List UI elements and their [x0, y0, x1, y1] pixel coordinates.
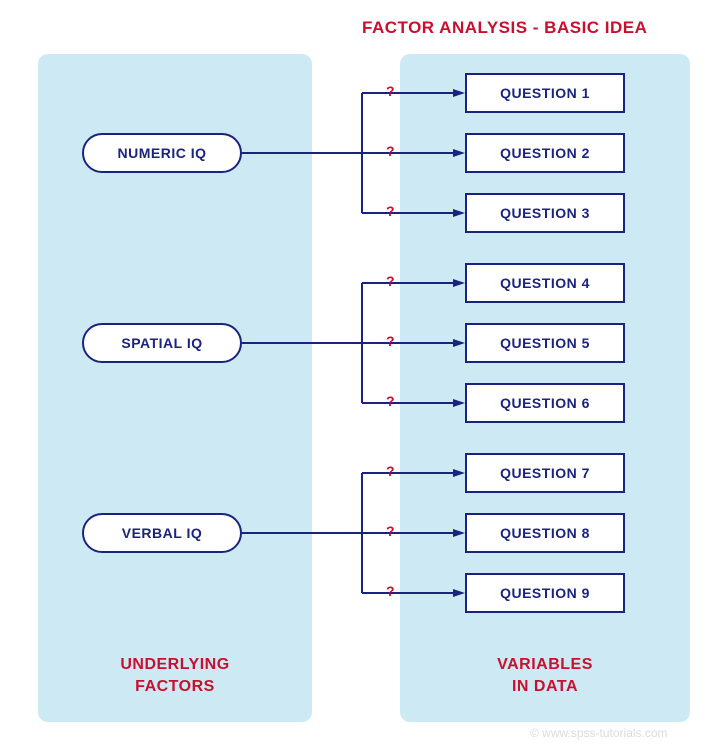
panel-label-line: VARIABLES	[497, 656, 593, 673]
question-node: QUESTION 3	[465, 193, 625, 233]
factor-node: NUMERIC IQ	[82, 133, 242, 173]
factor-node-label: NUMERIC IQ	[118, 145, 207, 161]
edge-weight-label: ?	[386, 463, 395, 479]
watermark-text: © www.spss-tutorials.com	[530, 726, 668, 740]
panel-label-line: IN DATA	[512, 678, 578, 695]
edge-weight-label: ?	[386, 273, 395, 289]
question-node: QUESTION 8	[465, 513, 625, 553]
edge-weight-label: ?	[386, 83, 395, 99]
edge-weight-label: ?	[386, 333, 395, 349]
question-node-label: QUESTION 9	[500, 585, 590, 601]
question-node: QUESTION 9	[465, 573, 625, 613]
question-node: QUESTION 6	[465, 383, 625, 423]
edge-weight-label: ?	[386, 393, 395, 409]
question-node-label: QUESTION 5	[500, 335, 590, 351]
question-node-label: QUESTION 7	[500, 465, 590, 481]
edge-weight-label: ?	[386, 203, 395, 219]
panel-label-underlying-factors: UNDERLYING FACTORS	[65, 654, 285, 697]
panel-label-line: FACTORS	[135, 678, 215, 695]
question-node-label: QUESTION 4	[500, 275, 590, 291]
question-node-label: QUESTION 1	[500, 85, 590, 101]
edge-weight-label: ?	[386, 143, 395, 159]
panel-label-variables-in-data: VARIABLES IN DATA	[435, 654, 655, 697]
question-node: QUESTION 4	[465, 263, 625, 303]
question-node-label: QUESTION 3	[500, 205, 590, 221]
factor-node-label: VERBAL IQ	[122, 525, 202, 541]
question-node: QUESTION 5	[465, 323, 625, 363]
edge-weight-label: ?	[386, 583, 395, 599]
question-node-label: QUESTION 2	[500, 145, 590, 161]
edge-weight-label: ?	[386, 523, 395, 539]
question-node-label: QUESTION 8	[500, 525, 590, 541]
question-node: QUESTION 7	[465, 453, 625, 493]
question-node: QUESTION 1	[465, 73, 625, 113]
factor-node: VERBAL IQ	[82, 513, 242, 553]
factor-node: SPATIAL IQ	[82, 323, 242, 363]
question-node-label: QUESTION 6	[500, 395, 590, 411]
panel-label-line: UNDERLYING	[120, 656, 229, 673]
factor-node-label: SPATIAL IQ	[121, 335, 202, 351]
question-node: QUESTION 2	[465, 133, 625, 173]
